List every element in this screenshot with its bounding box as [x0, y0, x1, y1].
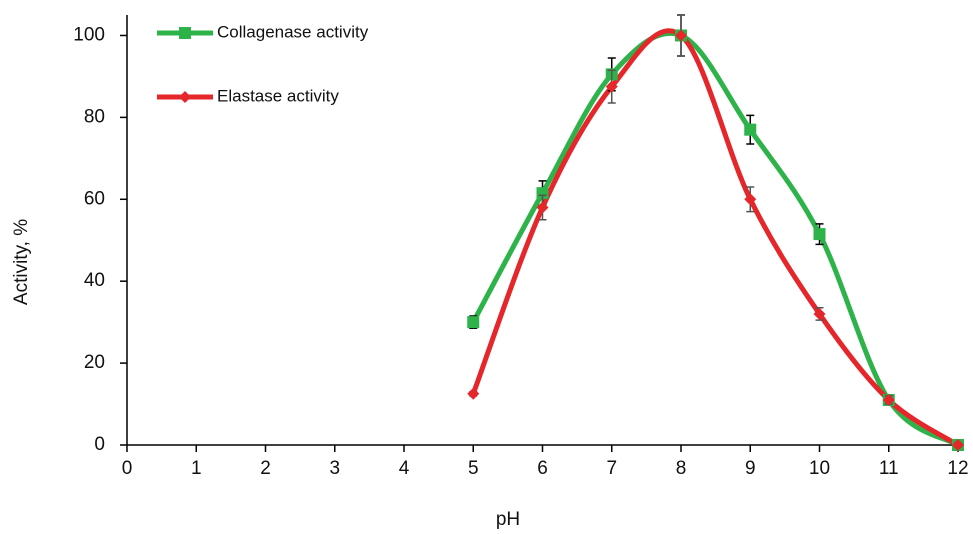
marker	[813, 307, 826, 320]
x-tick-label: 11	[879, 458, 899, 479]
x-tick-label: 5	[468, 458, 479, 479]
marker	[536, 201, 549, 214]
marker	[813, 228, 826, 241]
y-axis-label: Activity, %	[11, 219, 32, 305]
y-tick-label: 0	[94, 434, 105, 455]
series-line	[471, 30, 960, 448]
x-tick-label: 0	[122, 458, 133, 479]
x-tick-label: 6	[537, 458, 548, 479]
y-tick-label: 20	[84, 352, 105, 373]
marker	[675, 29, 687, 42]
legend-label: Collagenase activity	[217, 22, 369, 41]
legend-marker	[179, 27, 191, 39]
y-tick-label: 40	[84, 270, 105, 291]
x-tick-label: 12	[947, 458, 968, 479]
marker	[536, 187, 549, 200]
legend-label: Elastase activity	[217, 86, 339, 105]
marker	[882, 393, 895, 406]
x-tick-label: 3	[329, 458, 340, 479]
x-tick-label: 1	[191, 458, 202, 479]
x-tick-label: 4	[399, 458, 410, 479]
marker	[467, 316, 480, 329]
marker	[744, 193, 757, 206]
marker	[744, 123, 757, 136]
x-tick-label: 10	[809, 458, 830, 479]
x-tick-label: 2	[260, 458, 271, 479]
series-line	[470, 28, 960, 448]
marker	[952, 439, 964, 451]
x-tick-label: 9	[745, 458, 756, 479]
x-tick-label: 7	[606, 458, 617, 479]
y-tick-label: 100	[73, 24, 105, 45]
x-axis-label: pH	[496, 509, 520, 530]
legend-marker	[179, 91, 191, 103]
x-tick-label: 8	[676, 458, 687, 479]
y-tick-label: 60	[84, 188, 105, 209]
marker	[605, 80, 618, 93]
marker	[467, 387, 480, 400]
y-tick-label: 80	[84, 106, 105, 127]
